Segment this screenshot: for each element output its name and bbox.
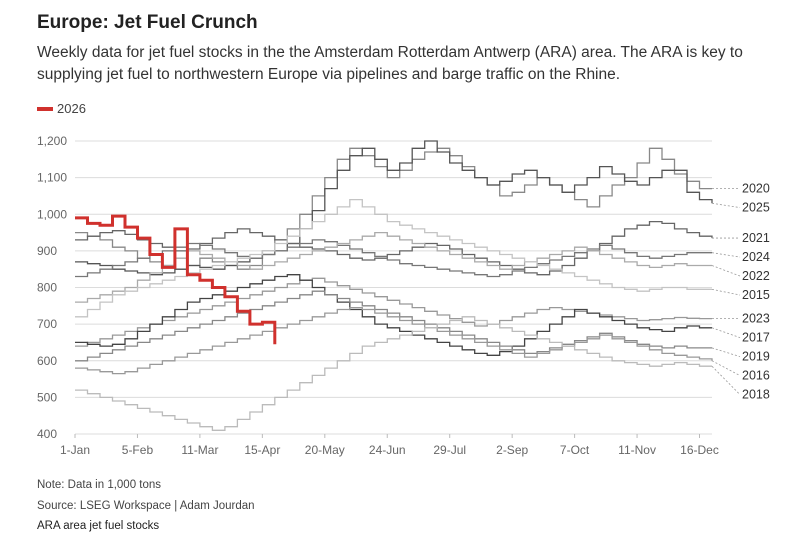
- series-line-2026: [75, 214, 277, 345]
- y-tick-label: 1,200: [37, 134, 67, 148]
- legend-label-2026: 2026: [57, 101, 86, 116]
- y-tick-label: 500: [37, 390, 57, 404]
- x-tick-label: 7-Oct: [560, 443, 590, 457]
- x-tick-label: 29-Jul: [433, 443, 466, 457]
- series-line-2017: [75, 274, 712, 356]
- x-axis-ticks: 1-Jan 5-Feb 11-Mar 15-Apr 20-May 24-Jun 29-Jul…: [60, 434, 719, 457]
- series-line-2024: [75, 239, 712, 278]
- chart-subtitle: Weekly data for jet fuel stocks in the t…: [37, 44, 743, 83]
- series-labels: 2020 2025 2021 2024 2022 2015 2023 2017 2019 2016…: [711, 182, 770, 402]
- grid-lines: [75, 140, 712, 435]
- y-tick-label: 900: [37, 244, 57, 258]
- y-tick-label: 600: [37, 354, 57, 368]
- x-tick-label: 2-Sep: [496, 443, 528, 457]
- x-tick-label: 15-Apr: [244, 443, 280, 457]
- y-tick-label: 1,000: [37, 207, 67, 221]
- series-label-leader-2025: [711, 202, 741, 209]
- series-line-2025: [75, 140, 713, 276]
- series-label-leader-2019: [711, 347, 741, 358]
- x-tick-label: 1-Jan: [60, 443, 90, 457]
- series-line-2022: [75, 231, 712, 303]
- footer-source: Source: LSEG Workspace | Adam Jourdan: [37, 500, 255, 512]
- series-label-2015: 2015: [742, 288, 770, 302]
- chart-title: Europe: Jet Fuel Crunch: [37, 12, 258, 33]
- series-label-leader-2018: [711, 365, 741, 395]
- series-label-leader-2024: [711, 252, 741, 258]
- y-tick-label: 700: [37, 317, 57, 331]
- series-label-2016: 2016: [742, 369, 770, 383]
- series-label-2024: 2024: [742, 250, 770, 264]
- series-label-2021: 2021: [742, 231, 770, 245]
- x-tick-label: 20-May: [305, 443, 345, 457]
- series-line-2018: [75, 316, 712, 431]
- x-tick-label: 24-Jun: [369, 443, 406, 457]
- y-tick-label: 400: [37, 427, 57, 441]
- series-line-2015: [75, 198, 712, 318]
- series-label-2017: 2017: [742, 331, 770, 345]
- legend: 2026: [37, 101, 86, 116]
- series-label-2020: 2020: [742, 182, 770, 196]
- x-tick-label: 11-Mar: [181, 443, 218, 457]
- series-lines: [75, 140, 713, 431]
- series-line-2019: [75, 290, 712, 362]
- x-tick-label: 11-Nov: [618, 443, 656, 457]
- line-chart: 400 500 600 700 800 900 1,000 1,100 1,200 1-Jan 5…: [37, 134, 770, 457]
- series-label-2018: 2018: [742, 388, 770, 402]
- series-label-leader-2016: [711, 360, 741, 376]
- series-label-leader-2017: [711, 327, 741, 339]
- footer-caption: ARA area jet fuel stocks: [37, 520, 160, 532]
- y-axis-ticks: 400 500 600 700 800 900 1,000 1,100 1,200: [37, 134, 67, 441]
- legend-swatch-2026: [37, 106, 53, 111]
- series-label-2022: 2022: [742, 269, 770, 283]
- series-label-leader-2022: [711, 265, 741, 277]
- footer-note: Note: Data in 1,000 tons: [37, 479, 162, 491]
- x-tick-label: 5-Feb: [122, 443, 154, 457]
- series-line-2016: [75, 306, 713, 375]
- highlight-series: [75, 214, 277, 345]
- series-label-2025: 2025: [742, 201, 770, 215]
- x-tick-label: 16-Dec: [680, 443, 719, 457]
- y-tick-label: 1,100: [37, 171, 67, 185]
- series-label-2019: 2019: [742, 350, 770, 364]
- series-line-2023: [75, 277, 712, 347]
- series-label-2023: 2023: [742, 312, 770, 326]
- series-label-leader-2015: [711, 288, 741, 296]
- y-tick-label: 800: [37, 281, 57, 295]
